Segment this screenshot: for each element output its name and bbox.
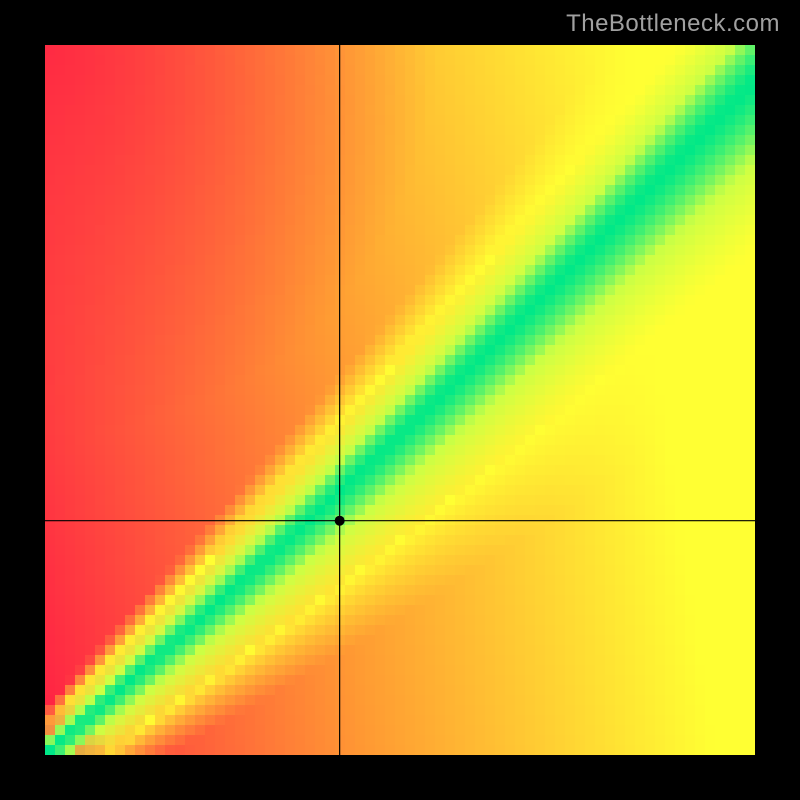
bottleneck-heatmap-chart: [45, 45, 755, 755]
watermark-text: TheBottleneck.com: [566, 10, 780, 38]
heatmap-canvas: [45, 45, 755, 755]
